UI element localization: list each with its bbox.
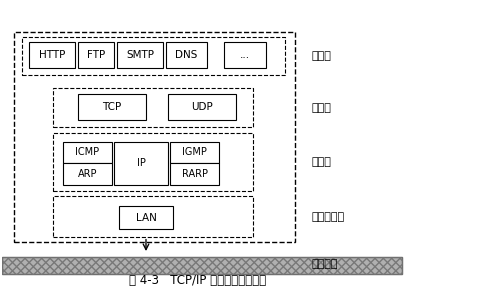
Text: ICMP: ICMP	[75, 147, 99, 157]
Text: TCP: TCP	[102, 102, 122, 112]
Text: 通信介质: 通信介质	[312, 259, 338, 269]
Text: LAN: LAN	[136, 213, 156, 223]
Text: 应用层: 应用层	[312, 51, 332, 61]
FancyBboxPatch shape	[63, 142, 112, 163]
Bar	[53, 133, 253, 191]
Text: SMTP: SMTP	[126, 50, 154, 60]
Bar	[2, 257, 402, 274]
Text: IP: IP	[137, 158, 146, 168]
FancyBboxPatch shape	[78, 42, 114, 68]
Bar	[14, 32, 295, 242]
Bar	[2, 257, 402, 274]
FancyBboxPatch shape	[63, 163, 112, 185]
FancyBboxPatch shape	[119, 206, 173, 230]
Text: ...: ...	[240, 50, 250, 60]
Text: HTTP: HTTP	[39, 50, 65, 60]
Text: 图 4-3   TCP/IP 不同层次协议分布: 图 4-3 TCP/IP 不同层次协议分布	[128, 274, 266, 287]
Text: UDP: UDP	[191, 102, 213, 112]
FancyBboxPatch shape	[117, 42, 163, 68]
FancyBboxPatch shape	[114, 142, 168, 185]
Text: 传输层: 传输层	[312, 103, 332, 113]
FancyBboxPatch shape	[170, 163, 219, 185]
Text: IGMP: IGMP	[183, 147, 207, 157]
Bar	[2, 257, 402, 274]
FancyBboxPatch shape	[78, 94, 146, 120]
Text: DNS: DNS	[175, 50, 197, 60]
Text: FTP: FTP	[87, 50, 105, 60]
FancyBboxPatch shape	[168, 94, 236, 120]
Text: 网络层: 网络层	[312, 157, 332, 167]
Text: ARP: ARP	[78, 169, 97, 179]
Bar	[53, 88, 253, 127]
Bar	[53, 197, 253, 237]
FancyBboxPatch shape	[29, 42, 75, 68]
FancyBboxPatch shape	[170, 142, 219, 163]
Text: 网络访问层: 网络访问层	[312, 211, 345, 222]
FancyBboxPatch shape	[165, 42, 207, 68]
FancyBboxPatch shape	[224, 42, 266, 68]
Text: RARP: RARP	[182, 169, 208, 179]
Bar	[22, 36, 285, 75]
